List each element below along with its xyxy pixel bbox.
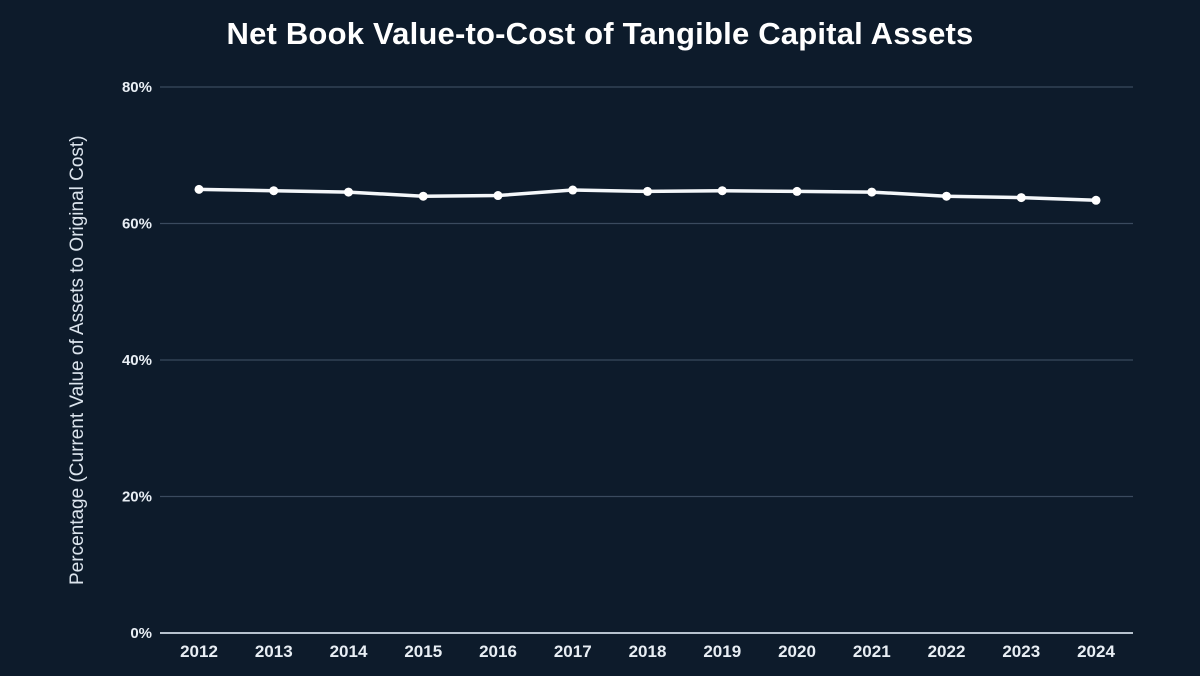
y-tick-label: 60% [122, 216, 152, 233]
x-tick-label: 2012 [180, 642, 218, 661]
data-point [867, 187, 877, 197]
data-point [493, 191, 503, 201]
x-tick-label: 2020 [778, 642, 816, 661]
y-tick-label: 40% [122, 352, 152, 369]
data-point [643, 186, 652, 196]
y-tick-label: 80% [122, 79, 152, 96]
x-tick-label: 2014 [330, 642, 368, 661]
data-point [942, 191, 951, 201]
data-point [1016, 193, 1026, 203]
chart-title: Net Book Value-to-Cost of Tangible Capit… [226, 16, 974, 51]
x-tick-label: 2015 [404, 642, 442, 661]
y-tick-label: 0% [130, 625, 152, 642]
x-tick-label: 2013 [255, 642, 293, 661]
data-point [194, 184, 204, 194]
data-point [792, 186, 802, 196]
x-tick-label: 2017 [554, 642, 592, 661]
y-tick-label: 20% [122, 489, 152, 506]
data-point [344, 187, 353, 197]
x-tick-label: 2021 [853, 642, 891, 661]
data-point [269, 186, 279, 196]
x-tick-label: 2016 [479, 642, 517, 661]
x-tick-label: 2023 [1002, 642, 1040, 661]
data-point [418, 191, 428, 201]
x-tick-label: 2018 [629, 642, 667, 661]
x-tick-label: 2022 [928, 642, 966, 661]
data-point [717, 186, 727, 196]
x-tick-label: 2019 [703, 642, 741, 661]
x-tick-label: 2024 [1077, 642, 1115, 661]
data-point [1091, 195, 1101, 205]
data-point [568, 185, 578, 195]
